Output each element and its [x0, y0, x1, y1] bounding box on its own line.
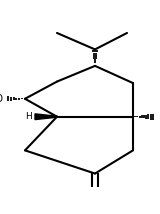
- Text: HO: HO: [0, 94, 3, 104]
- Polygon shape: [35, 114, 57, 120]
- Text: H: H: [25, 112, 32, 121]
